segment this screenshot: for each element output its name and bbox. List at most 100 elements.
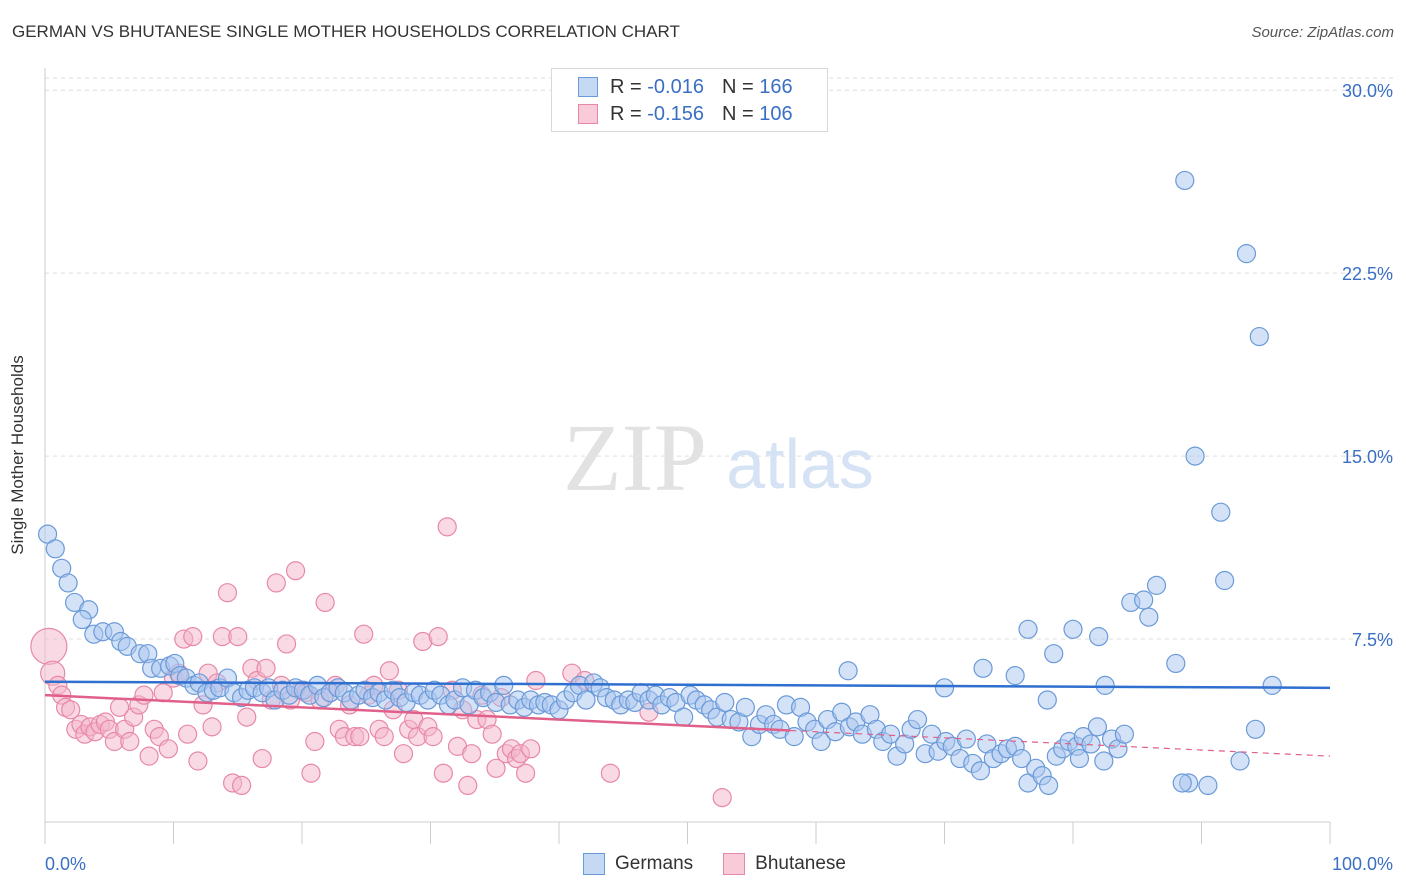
bhutanese-point [134,685,154,705]
germans-point [1094,751,1114,771]
y-tick-label: 15.0% [1342,447,1393,467]
y-tick-label: 7.5% [1352,630,1393,650]
germans-point [1236,244,1257,264]
germans-point [811,731,831,752]
bhutanese-point [462,744,482,764]
x-tick-label: 0.0% [45,854,86,874]
germans-point [1063,619,1083,639]
germans-point [735,697,755,717]
bhutanese-point [305,731,325,752]
germans-point [1081,734,1101,754]
germans-point [1095,675,1115,695]
bhutanese-trend-line [44,693,791,732]
bhutanese-point [301,763,321,783]
germans-point [1089,627,1109,647]
n-label: N = [721,75,754,98]
legend-label-germans: Germans [615,853,694,874]
germans-point [1245,719,1266,739]
bhutanese-point [712,788,732,808]
stats-row-germans: R = -0.016 N = 166 [578,74,793,100]
germans-point [970,761,991,781]
germans-point [1011,748,1032,769]
bhutanese-point [188,751,208,771]
bhutanese-point [515,763,536,783]
legend-label-bhutanese: Bhutanese [755,853,846,874]
bhutanese-point [315,592,335,613]
bhutanese-point [486,758,506,778]
bhutanese-point [228,627,248,647]
germans-point [715,692,735,713]
germans-point [1139,607,1159,627]
bhutanese-swatch [578,104,598,124]
germans-point [1044,644,1064,664]
n-value: 166 [759,75,793,98]
germans-point [1211,502,1231,522]
germans-point [1037,690,1057,710]
germans-point [1114,724,1135,744]
germans-point [1185,446,1205,466]
bhutanese-point [276,634,297,654]
chart-title: GERMAN VS BHUTANESE SINGLE MOTHER HOUSEH… [12,22,680,41]
bhutanese-point [437,517,457,537]
legend-item-bhutanese[interactable]: Bhutanese [723,853,846,875]
bhutanese-point [354,624,374,644]
bhutanese-point [266,573,286,593]
germans-point [576,690,596,710]
bhutanese-point [183,627,203,647]
y-tick-label: 22.5% [1342,264,1393,284]
germans-point [1005,666,1025,686]
germans-point [1146,575,1167,595]
stats-legend: R = -0.016 N = 166 R = -0.156 N = 106 [551,68,828,132]
germans-point [1249,326,1269,347]
bhutanese-point [379,661,399,681]
bhutanese-point [526,670,546,691]
r-label: R = [610,75,642,98]
x-tick-label: 100.0% [1332,854,1393,874]
germans-point [72,609,92,630]
bhutanese-point [139,746,159,766]
germans-point [1069,748,1090,769]
series-germans [37,170,1282,796]
germans-point [1198,775,1218,796]
series-legend: Germans Bhutanese [583,851,876,877]
bhutanese-point [61,700,81,720]
germans-point [934,678,955,698]
bhutanese-point [158,739,178,759]
bhutanese-point [433,763,453,783]
grid [45,77,1393,640]
bhutanese-point [350,727,370,747]
germans-point [1172,773,1192,793]
legend-item-germans[interactable]: Germans [583,853,693,875]
n-value: 106 [759,102,793,125]
trend-lines [44,680,1331,757]
bhutanese-point [232,775,252,796]
bhutanese-point [482,724,502,744]
bhutanese-point [120,731,140,752]
bhutanese-point [428,627,448,647]
germans-point [1175,170,1195,191]
bhutanese-point [237,707,257,727]
r-value: -0.156 [647,102,704,125]
germans-point [494,675,514,695]
germans-trend-line [44,680,1331,690]
r-value: -0.016 [647,75,704,98]
germans-point [1038,775,1059,796]
germans-point [674,707,694,727]
bhutanese-trend-line-extension [790,729,1331,757]
germans-point [1262,675,1282,695]
bhutanese-point [393,744,414,764]
germans-point [1215,570,1235,591]
germans-point [58,573,78,593]
germans-point [1230,751,1250,771]
bhutanese-point [256,658,276,678]
germans-point [45,539,65,559]
bhutanese-point [217,583,238,603]
bhutanese-point [600,763,621,783]
bhutanese-point [423,727,443,747]
watermark-zip: ZIP [563,404,707,511]
bhutanese-point [178,724,198,744]
germans-swatch [583,853,605,875]
germans-point [1018,619,1038,639]
germans-point [838,661,858,681]
germans-point [1087,717,1108,737]
